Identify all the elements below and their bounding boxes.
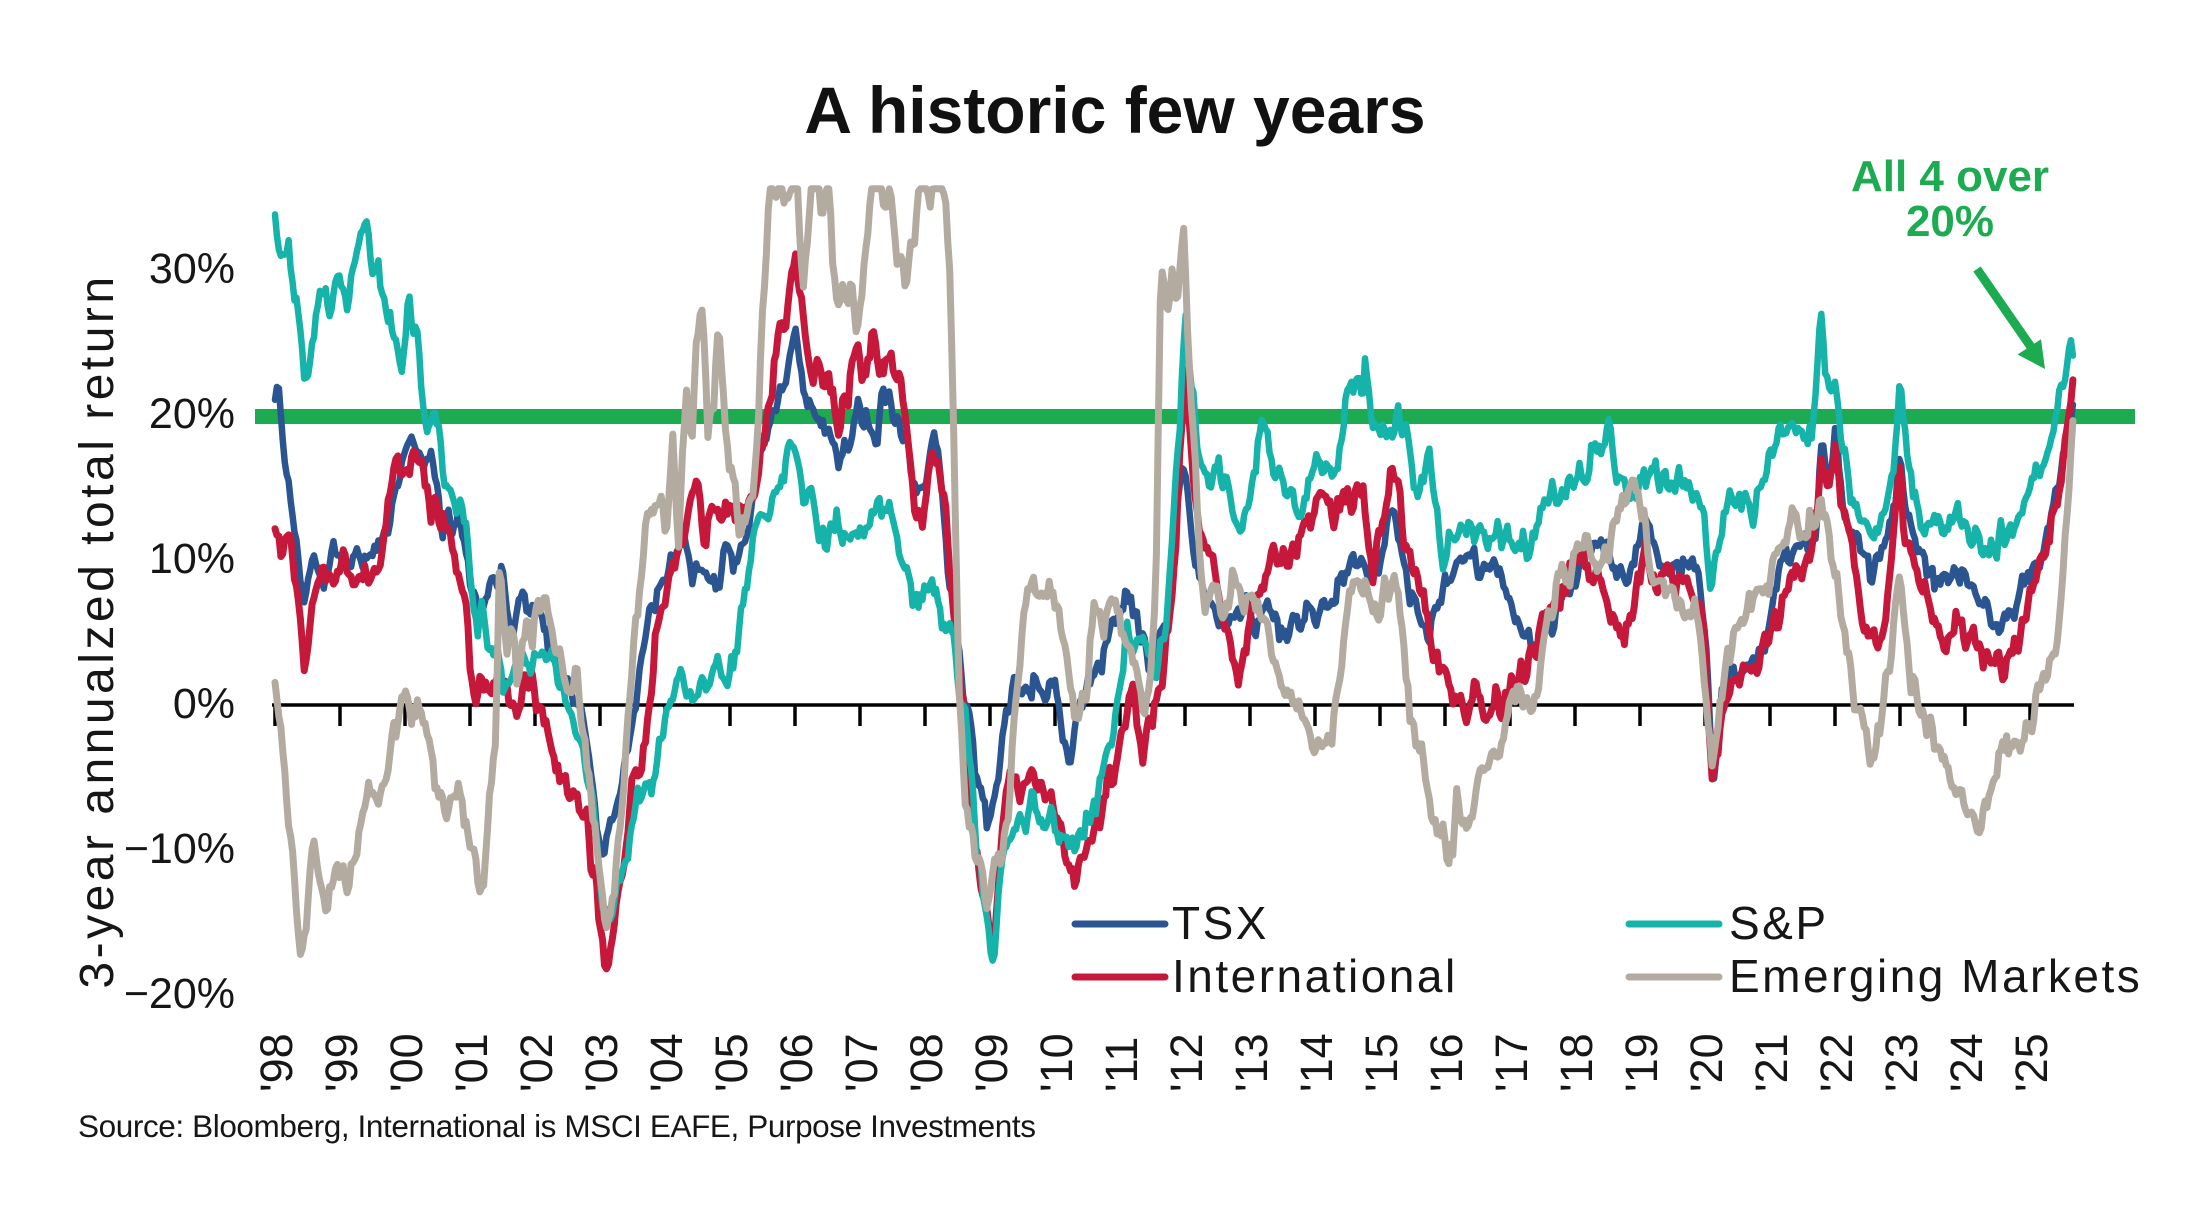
svg-text:−10%: −10% <box>124 825 235 873</box>
svg-text:'05: '05 <box>706 1033 757 1092</box>
svg-text:'21: '21 <box>1746 1033 1797 1092</box>
svg-text:International: International <box>1172 950 1458 1002</box>
svg-text:All 4 over: All 4 over <box>1851 152 2049 201</box>
svg-text:30%: 30% <box>149 245 235 293</box>
svg-text:'00: '00 <box>381 1033 432 1092</box>
svg-text:'20: '20 <box>1681 1033 1732 1092</box>
svg-text:0%: 0% <box>173 680 235 728</box>
svg-text:'13: '13 <box>1226 1033 1277 1092</box>
svg-text:A historic few years: A historic few years <box>804 73 1425 147</box>
svg-text:Source: Bloomberg, Internation: Source: Bloomberg, International is MSCI… <box>78 1108 1036 1144</box>
svg-text:'25: '25 <box>2006 1033 2057 1092</box>
svg-text:'09: '09 <box>966 1033 1017 1092</box>
svg-text:'18: '18 <box>1551 1033 1602 1092</box>
svg-text:3-year annualzed total return: 3-year annualzed total return <box>71 273 124 988</box>
svg-text:20%: 20% <box>1906 197 1994 246</box>
svg-text:'11: '11 <box>1096 1037 1147 1092</box>
svg-text:'17: '17 <box>1486 1033 1537 1092</box>
svg-text:'98: '98 <box>251 1033 302 1092</box>
svg-text:'02: '02 <box>511 1033 562 1092</box>
svg-text:'16: '16 <box>1421 1033 1472 1092</box>
svg-text:20%: 20% <box>149 390 235 438</box>
svg-text:'12: '12 <box>1161 1033 1212 1092</box>
svg-text:'10: '10 <box>1031 1033 1082 1092</box>
svg-text:Emerging Markets: Emerging Markets <box>1729 950 2142 1002</box>
svg-text:'24: '24 <box>1941 1033 1992 1092</box>
svg-text:−20%: −20% <box>124 970 235 1018</box>
svg-text:TSX: TSX <box>1172 897 1269 949</box>
svg-text:10%: 10% <box>149 535 235 583</box>
svg-text:'03: '03 <box>576 1033 627 1092</box>
svg-text:'19: '19 <box>1616 1033 1667 1092</box>
svg-text:S&P: S&P <box>1729 897 1829 949</box>
svg-text:'22: '22 <box>1811 1033 1862 1092</box>
svg-text:'04: '04 <box>641 1033 692 1092</box>
svg-text:'07: '07 <box>836 1033 887 1092</box>
svg-text:'23: '23 <box>1876 1033 1927 1092</box>
svg-text:'06: '06 <box>771 1033 822 1092</box>
svg-text:'01: '01 <box>446 1033 497 1092</box>
svg-text:'14: '14 <box>1291 1033 1342 1092</box>
svg-text:'99: '99 <box>316 1033 367 1092</box>
svg-text:'15: '15 <box>1356 1033 1407 1092</box>
svg-text:'08: '08 <box>901 1033 952 1092</box>
